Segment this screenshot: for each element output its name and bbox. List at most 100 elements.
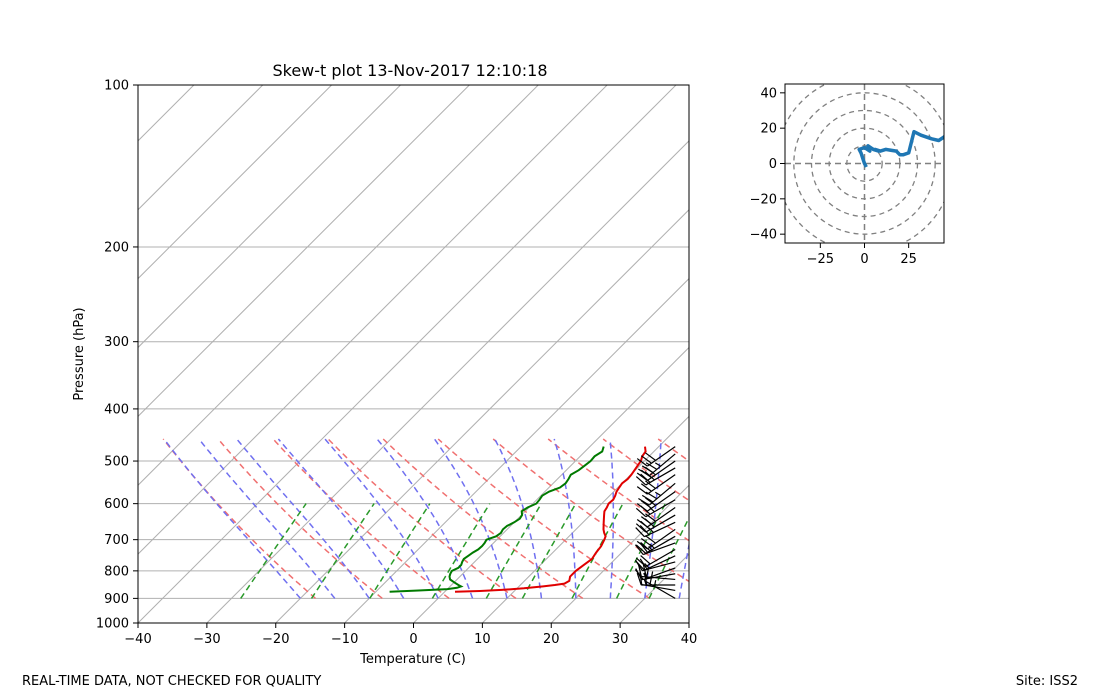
ytick-label: 700: [104, 533, 129, 548]
hodo-ytick-label: 0: [769, 157, 777, 172]
ytick-label: 500: [104, 455, 129, 470]
ytick-label: 100: [104, 79, 129, 94]
mixing-ratio-line: [310, 503, 375, 599]
dry-adiabat: [768, 439, 1051, 598]
mixing-ratio-line: [240, 503, 307, 599]
site-label: Site: ISS2: [1015, 674, 1078, 689]
isotherm: [482, 415, 689, 623]
isotherm: [206, 140, 689, 623]
moist-adiabat: [494, 438, 543, 599]
moist-adiabat: [324, 438, 439, 599]
wind-barb: [636, 474, 676, 495]
mixing-ratio-line: [369, 503, 431, 599]
ylabel: Pressure (hPa): [72, 307, 87, 400]
ytick-label: 800: [104, 564, 129, 579]
temperature-axis: −40 −30 −20 −10 0 10 20 30 40: [124, 623, 697, 647]
xtick-label: 20: [543, 632, 560, 647]
skewt-title: Skew-t plot 13-Nov-2017 12:10:18: [272, 61, 547, 80]
xtick-label: 0: [409, 632, 417, 647]
dry-adiabats: [162, 438, 1051, 600]
mixing-ratio-line: [615, 503, 667, 599]
wind-barb: [638, 453, 676, 477]
isotherm: [413, 346, 689, 623]
wind-barb: [635, 521, 676, 538]
quality-disclaimer: REAL-TIME DATA, NOT CHECKED FOR QUALITY: [22, 674, 322, 689]
xtick-label: −40: [124, 632, 151, 647]
dry-adiabat: [437, 438, 651, 600]
dry-adiabat: [272, 438, 450, 599]
skewt-plot-area: [0, 85, 1051, 623]
moist-adiabat: [163, 438, 301, 599]
dewpoint-profile: [389, 446, 605, 593]
mixing-ratio-line: [485, 503, 542, 599]
isotherm: [138, 85, 195, 142]
moist-adiabat: [609, 438, 615, 599]
wind-barb: [638, 482, 676, 506]
xtick-label: 10: [474, 632, 491, 647]
mixing-ratio-line: [571, 503, 624, 599]
mixing-ratio-line: [521, 503, 577, 599]
wind-barb: [636, 507, 676, 528]
isotherm: [550, 484, 689, 623]
ytick-label: 400: [104, 402, 129, 417]
isotherm: [619, 553, 689, 623]
ytick-label: 900: [104, 592, 129, 607]
mixing-ratio-line: [431, 503, 491, 599]
wind-barb: [636, 491, 676, 512]
dry-adiabat: [492, 438, 689, 583]
hodo-xtick-label: 0: [860, 252, 868, 267]
isotherm: [344, 277, 689, 623]
dry-adiabat: [382, 438, 584, 600]
dry-adiabat: [547, 438, 689, 542]
xtick-label: 30: [612, 632, 629, 647]
moist-adiabat: [376, 438, 474, 599]
hodograph-u-axis: −25 0 25: [807, 243, 917, 267]
wind-barb: [636, 572, 676, 586]
wind-barbs: [634, 446, 676, 599]
isotherm: [275, 209, 689, 623]
skewt-frame: [137, 84, 690, 624]
dry-adiabat: [217, 438, 383, 599]
hodograph-v-axis: −40 −20 0 20 40: [750, 86, 785, 243]
isotherm: [138, 85, 332, 280]
ytick-label: 200: [104, 240, 129, 255]
skewt-grid: [0, 85, 689, 623]
moist-adiabat: [553, 438, 577, 599]
moist-adiabat: [236, 438, 370, 599]
isotherm: [138, 85, 470, 418]
hodo-ytick-label: −40: [750, 228, 777, 243]
dry-adiabat: [713, 439, 984, 598]
moist-adiabats: [163, 438, 689, 599]
isotherm: [0, 85, 56, 623]
temperature-profile: [454, 446, 647, 593]
ytick-label: 300: [104, 335, 129, 350]
moist-adiabat: [678, 540, 689, 599]
hodo-xtick-label: 25: [900, 252, 917, 267]
xtick-label: 40: [681, 632, 698, 647]
dry-adiabat: [657, 438, 689, 462]
dry-adiabat: [327, 438, 517, 600]
moist-adiabat: [198, 438, 336, 599]
hodo-ytick-label: 40: [760, 86, 777, 101]
hodo-ytick-label: −20: [750, 192, 777, 207]
hodo-xtick-label: −25: [807, 252, 834, 267]
wind-barb: [635, 548, 676, 567]
isotherm: [138, 85, 608, 555]
hodo-ytick-label: 20: [760, 122, 777, 137]
ytick-label: 600: [104, 497, 129, 512]
wind-barb: [634, 567, 676, 581]
xlabel: Temperature (C): [359, 652, 466, 667]
wind-barb: [636, 446, 676, 467]
wind-barb: [635, 535, 676, 554]
pressure-axis: 100 200 300 400 500 600 700 800 900 1000: [96, 79, 138, 632]
isotherm: [138, 85, 264, 211]
moist-adiabat: [433, 438, 508, 599]
hodograph-trace: [857, 129, 944, 168]
isotherm: [138, 85, 401, 349]
moist-adiabat: [277, 438, 405, 599]
isotherm: [138, 85, 539, 486]
xtick-label: −20: [262, 632, 289, 647]
ytick-label: 1000: [96, 617, 129, 632]
isotherm: [138, 85, 677, 623]
